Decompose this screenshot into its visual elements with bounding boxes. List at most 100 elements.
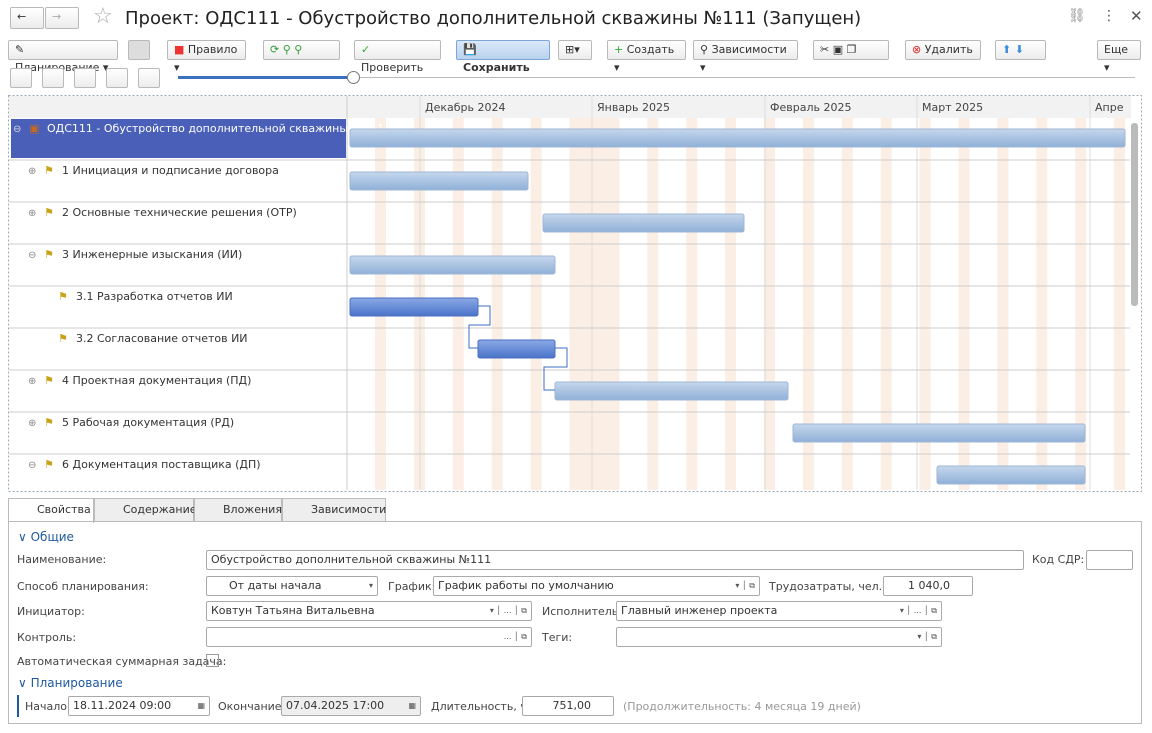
scale-btn[interactable] (42, 68, 64, 88)
section-title: Общие (30, 530, 74, 544)
back[interactable]: ← (10, 7, 44, 29)
create-btn[interactable]: + Создать ▾ (607, 40, 686, 74)
task-label: 1 Инициация и подписание договора (62, 164, 279, 177)
tab[interactable]: Содержание (94, 498, 197, 522)
dependencies-btn[interactable]: ⚲ Зависимости ▾ (693, 40, 798, 74)
label: График: (388, 580, 436, 593)
value: От даты начала (229, 579, 322, 592)
close[interactable]: ✕ (1130, 7, 1143, 25)
btn-text: Еще (1104, 43, 1129, 56)
value: 1 040,0 (908, 579, 950, 592)
clipboard[interactable]: ✂ ▣ ❐ (813, 40, 889, 60)
value: 751,00 (552, 699, 592, 712)
schedule-field[interactable]: График работы по умолчанию ▾ │ ⧉ (433, 576, 760, 596)
expander: ⊕ (28, 208, 36, 219)
btn-text: Проверить (361, 61, 424, 74)
expander: ⊖ (13, 124, 21, 135)
initiator-field[interactable]: Ковтун Татьяна Витальевна ▾ │ ... │ ⧉ (206, 601, 532, 621)
gantt-bar (349, 171, 529, 191)
planning-btn[interactable]: ✎ Планирование ▾ (8, 40, 118, 74)
tab[interactable]: Свойства (8, 498, 94, 523)
more-btn[interactable]: Еще ▾ (1097, 40, 1141, 74)
executor-field[interactable]: Главный инженер проекта ▾ │ ... │ ⧉ (616, 601, 942, 621)
selected-row (11, 119, 346, 158)
task-label: 6 Документация поставщика (ДП) (62, 458, 261, 471)
expander: ⊕ (28, 418, 36, 429)
label: Способ планирования: (17, 580, 149, 593)
method-field[interactable]: От даты начала ▾ (206, 576, 378, 596)
window-title: Проект: ОДС111 - Обустройство дополнител… (125, 8, 862, 29)
slider-knob[interactable] (347, 71, 360, 84)
weekend (686, 118, 698, 490)
month-label: Апре (1095, 101, 1124, 114)
task-label: 5 Рабочая документация (РД) (62, 416, 234, 429)
task-icon: ⚑ (44, 206, 54, 219)
forward[interactable]: → (45, 7, 79, 29)
section[interactable]: ∨ Общие (18, 530, 74, 544)
toggle[interactable] (128, 40, 150, 60)
link[interactable]: ⛓ (1068, 8, 1086, 24)
move-btns[interactable]: ⬆ ⬇ (995, 40, 1046, 60)
scale-btn[interactable] (138, 68, 160, 88)
gantt-bar (349, 128, 1126, 148)
weekend (958, 118, 970, 490)
section-title: Планирование (30, 676, 123, 690)
value: График работы по умолчанию (438, 579, 614, 592)
labor-field[interactable]: 1 040,0 (883, 576, 973, 596)
label: Длительность, ч: (431, 700, 531, 713)
section[interactable]: ∨ Планирование (18, 676, 123, 690)
control-field[interactable]: ... │ ⧉ (206, 627, 532, 647)
weekend (919, 118, 931, 490)
delete-btn[interactable]: ⊗ Удалить (905, 40, 981, 60)
scale-btn[interactable] (74, 68, 96, 88)
start-field[interactable]: 18.11.2024 09:00 ▦ (68, 696, 210, 716)
star[interactable]: ☆ (93, 4, 113, 29)
weekend (725, 118, 737, 490)
duration-field[interactable]: 751,00 (522, 696, 614, 716)
scale-btn[interactable] (106, 68, 128, 88)
expander: ⊕ (28, 166, 36, 177)
task-icon: ⚑ (44, 458, 54, 471)
check-btn[interactable]: ✓ Проверить (354, 40, 441, 74)
refresh-group[interactable]: ⟳ ⚲ ⚲ (263, 40, 340, 60)
weekend (647, 118, 659, 490)
checkbox[interactable] (206, 654, 219, 667)
label: Окончание: (218, 700, 286, 713)
month-label: Декабрь 2024 (425, 101, 506, 114)
btn-text: Зависимости (711, 43, 787, 56)
weekend (997, 118, 1009, 490)
weekend (841, 118, 853, 490)
structure-btn[interactable]: ⊞▾ (558, 40, 592, 60)
expander: ⊕ (28, 376, 36, 387)
task-icon: ⚑ (44, 416, 54, 429)
task-icon: ▣ (29, 122, 39, 135)
gantt-bar (542, 213, 745, 233)
sdr-field[interactable] (1086, 550, 1133, 570)
task-label: 3 Инженерные изыскания (ИИ) (62, 248, 242, 261)
weekend (880, 118, 892, 490)
tab[interactable]: Вложения (194, 498, 282, 522)
name-field[interactable]: Обустройство дополнительной скважины №11… (206, 550, 1024, 570)
task-icon: ⚑ (44, 248, 54, 261)
btn-text: Правило (187, 43, 238, 56)
scale-btn[interactable] (10, 68, 32, 88)
weekend (530, 118, 542, 490)
scrollbar (1131, 123, 1138, 306)
link (468, 305, 491, 349)
task-icon: ⚑ (44, 374, 54, 387)
link (543, 347, 568, 391)
save-btn[interactable]: 💾 Сохранить (456, 40, 550, 74)
expander: ⊖ (28, 250, 36, 261)
weekend (1114, 118, 1126, 490)
tab[interactable]: Зависимости (282, 498, 386, 522)
weekend (802, 118, 814, 490)
rule-btn[interactable]: ■ Правило ▾ (167, 40, 246, 74)
end-field[interactable]: 07.04.2025 17:00 ▦ (281, 696, 421, 716)
holidays (574, 118, 618, 490)
tags-field[interactable]: ▾ │ ⧉ (616, 627, 942, 647)
value: Главный инженер проекта (621, 604, 778, 617)
slider-fill (178, 76, 355, 79)
menu[interactable]: ⋮ (1102, 8, 1116, 24)
gantt-bar (349, 255, 556, 275)
label: Исполнитель: (542, 605, 622, 618)
